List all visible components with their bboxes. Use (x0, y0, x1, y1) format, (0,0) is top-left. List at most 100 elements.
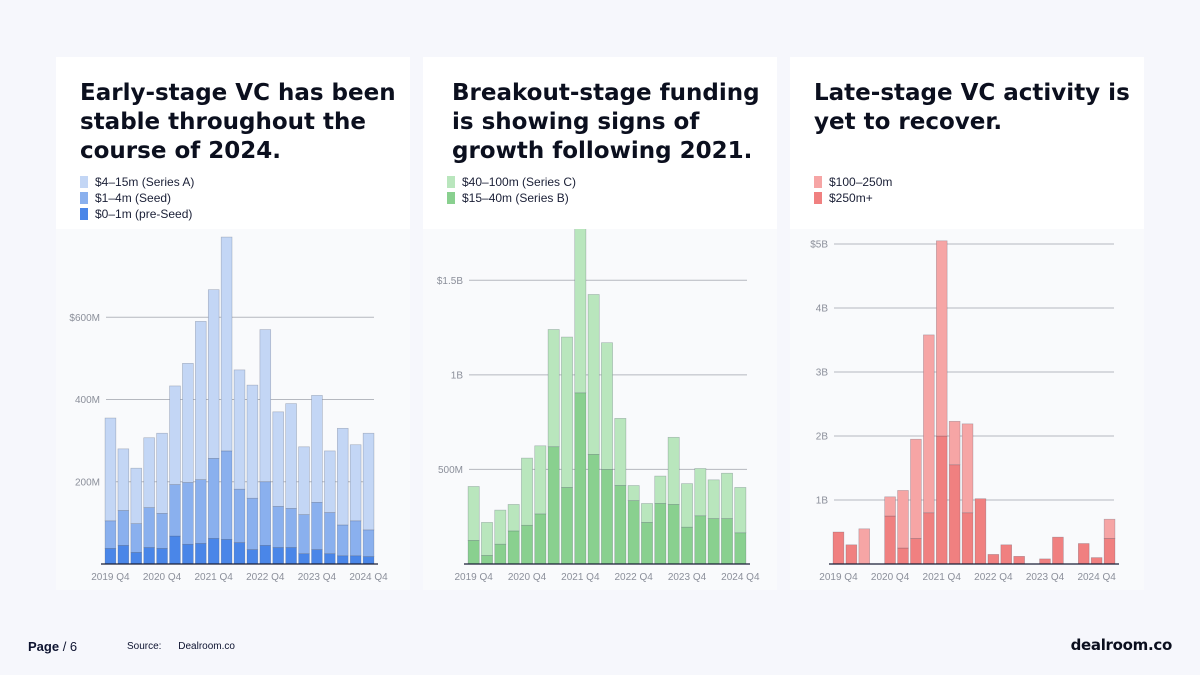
bar-segment (948, 420, 961, 466)
bar-segment (311, 549, 323, 565)
bar-segment (117, 448, 130, 511)
bar-segment (195, 321, 207, 480)
bar-segment (130, 552, 142, 565)
x-tick-label: 2022 Q4 (974, 572, 1013, 583)
bar-segment (169, 484, 181, 537)
x-tick-label: 2022 Q4 (246, 572, 285, 583)
bar-segment (1013, 556, 1025, 565)
bar-segment (561, 487, 573, 565)
bar-segment (884, 515, 896, 565)
bar-segment (362, 432, 375, 531)
legend: $4–15m (Series A) $1–4m (Seed) $0–1m (pr… (80, 174, 194, 222)
x-tick-label: 2019 Q4 (454, 572, 493, 583)
bar-segment (884, 496, 896, 517)
bar-segment (143, 507, 155, 548)
legend-item-pre-seed: $0–1m (pre-Seed) (80, 206, 194, 222)
late-stage-bar-chart: 1B 2B 3B 4B $5B 2019 Q4 2020 Q4 2021 Q4 2022 Q4 2… (810, 240, 1119, 583)
chart-title: Breakout-stage funding is showing signs … (452, 80, 760, 164)
x-tick-label: 2024 Q4 (1077, 572, 1116, 583)
bar-segment (143, 437, 155, 508)
legend-swatch (814, 176, 822, 188)
bar-segment (521, 524, 533, 565)
bar-segment (897, 547, 909, 565)
bar-segment (681, 483, 693, 528)
chart-panel-breakout-stage: Breakout-stage funding is showing signs … (423, 57, 777, 590)
bar-segment (574, 229, 587, 394)
bar-segment (845, 544, 858, 565)
bar-segment (349, 555, 362, 565)
bar-segment (614, 418, 627, 486)
bar-segment (169, 535, 181, 565)
bar-segment (574, 392, 587, 565)
bar-segment (104, 548, 117, 565)
source-label: Source: (127, 641, 162, 652)
bar-segment (104, 417, 117, 522)
x-tick-label: 2020 Q4 (143, 572, 182, 583)
bar-segment (1103, 518, 1116, 539)
x-tick-label: 2020 Q4 (871, 572, 910, 583)
x-tick-label: 2020 Q4 (508, 572, 547, 583)
bar-segment (923, 334, 935, 514)
bar-segment (494, 543, 507, 565)
page-label: Page (28, 639, 60, 654)
bar-segment (195, 479, 207, 544)
bar-segment (285, 403, 297, 509)
bar-segment (641, 522, 653, 565)
bar-segment (734, 487, 747, 534)
x-tick-label: 2023 Q4 (298, 572, 337, 583)
bar-segment (507, 504, 520, 532)
bar-segment (298, 553, 310, 565)
breakout-stage-bar-chart: 500M 1B $1.5B 2019 Q4 2020 Q4 2021 Q4 2022 Q4 2… (437, 229, 760, 583)
bar-segment (961, 512, 974, 565)
chart-area: 200M 400M $600M 2019 Q4 2020 Q4 2021 Q4 2022 Q… (56, 229, 410, 590)
bar-segment (481, 522, 493, 556)
legend-swatch (814, 192, 822, 204)
source-note: Source: Dealroom.co (127, 641, 249, 652)
bar-segment (337, 524, 349, 557)
bar-segment (1052, 536, 1064, 565)
bar-segment (324, 553, 336, 565)
bar-segment (534, 513, 547, 565)
y-tick-label: $5B (810, 240, 828, 251)
bar-segment (707, 518, 720, 565)
bar-segment (117, 510, 130, 546)
x-tick-label: 2023 Q4 (668, 572, 707, 583)
bar-segment (601, 342, 613, 470)
legend-label: $1–4m (Seed) (95, 191, 172, 205)
bar-segment (681, 526, 693, 565)
legend-swatch (80, 208, 88, 220)
page-number: / 6 (62, 639, 78, 654)
x-tick-label: 2021 Q4 (195, 572, 234, 583)
early-stage-bar-chart: 200M 400M $600M 2019 Q4 2020 Q4 2021 Q4 2022 Q… (69, 236, 388, 583)
y-tick-label: 4B (816, 304, 829, 315)
bar-segment (233, 369, 246, 490)
bar-segment (481, 555, 493, 565)
bar-segment (246, 497, 259, 550)
y-tick-label: 1B (816, 496, 829, 507)
bar-segment (547, 446, 560, 565)
bar-segment (858, 528, 870, 565)
legend-item-series-b: $15–40m (Series B) (447, 190, 576, 206)
x-tick-label: 2024 Q4 (349, 572, 388, 583)
chart-panel-late-stage: Late-stage VC activity is yet to recover… (790, 57, 1144, 590)
bar-segment (667, 436, 680, 505)
bar-segment (182, 482, 194, 545)
bar-segment (143, 547, 155, 565)
bar-segment (259, 545, 272, 565)
bar-segment (104, 520, 117, 549)
bar-segment (362, 556, 375, 565)
legend-label: $15–40m (Series B) (462, 191, 569, 205)
bar-segment (614, 485, 627, 565)
x-tick-label: 2019 Q4 (819, 572, 858, 583)
bar-segment (1000, 544, 1012, 565)
legend-item-100-250m: $100–250m (814, 174, 892, 190)
bar-segment (130, 467, 142, 524)
chart-area: 500M 1B $1.5B 2019 Q4 2020 Q4 2021 Q4 2022 Q4 2… (423, 229, 777, 590)
x-tick-label: 2021 Q4 (561, 572, 600, 583)
bar-segment (207, 289, 220, 459)
bar-segment (961, 423, 974, 514)
bar-segment (169, 385, 181, 485)
bar-segment (285, 508, 297, 548)
source-value: Dealroom.co (178, 641, 235, 652)
bar-segment (220, 236, 233, 452)
